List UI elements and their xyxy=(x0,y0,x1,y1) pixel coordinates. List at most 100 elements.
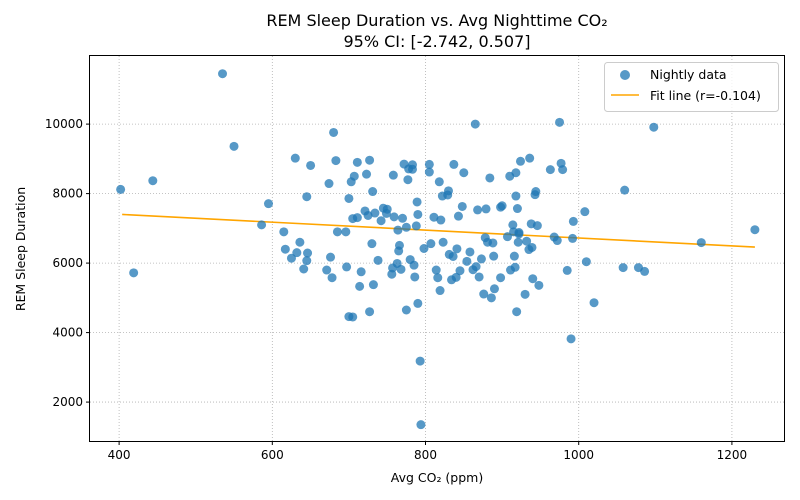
data-point xyxy=(438,237,448,247)
data-point xyxy=(470,119,480,129)
data-point xyxy=(352,213,362,223)
data-point xyxy=(286,253,296,263)
data-point xyxy=(451,272,461,282)
data-point xyxy=(589,298,599,308)
data-point xyxy=(401,305,411,315)
data-point xyxy=(431,265,441,275)
chart-subtitle: 95% CI: [-2.742, 0.507] xyxy=(343,32,530,51)
data-point xyxy=(116,184,126,194)
data-point xyxy=(424,159,434,169)
data-point xyxy=(331,156,341,166)
data-point xyxy=(403,175,413,185)
y-tick-label: 2000 xyxy=(52,395,83,409)
data-point xyxy=(411,221,421,231)
data-point xyxy=(555,117,565,127)
data-point xyxy=(479,289,489,299)
data-point xyxy=(370,208,380,218)
data-point xyxy=(348,312,358,322)
data-point xyxy=(568,233,578,243)
data-point xyxy=(326,252,336,262)
data-point xyxy=(696,238,706,248)
data-point xyxy=(382,204,392,214)
data-point xyxy=(327,273,337,283)
data-point xyxy=(349,171,359,181)
data-point xyxy=(528,274,538,284)
data-point xyxy=(566,334,576,344)
data-point xyxy=(401,222,411,232)
data-point xyxy=(409,260,419,270)
data-point xyxy=(393,225,403,235)
data-point xyxy=(545,165,555,175)
legend-label-nightly: Nightly data xyxy=(650,67,727,82)
data-point xyxy=(257,220,267,230)
data-point xyxy=(352,157,362,167)
data-point xyxy=(426,239,436,249)
data-point xyxy=(290,153,300,163)
y-tick-label: 10000 xyxy=(45,117,83,131)
data-point xyxy=(512,204,522,214)
data-point xyxy=(302,256,312,266)
x-tick-label: 1200 xyxy=(717,448,748,462)
data-point xyxy=(474,272,484,282)
data-point xyxy=(398,213,408,223)
x-axis-ticks: 400 600 800 1000 1200 xyxy=(108,441,748,462)
data-point xyxy=(279,227,289,237)
data-point xyxy=(363,210,373,220)
data-point xyxy=(453,211,463,221)
x-tick-label: 1000 xyxy=(563,448,594,462)
data-point xyxy=(488,238,498,248)
data-point xyxy=(568,216,578,226)
data-point xyxy=(344,193,354,203)
data-point xyxy=(508,220,518,230)
data-point xyxy=(218,69,228,79)
data-point xyxy=(497,201,507,211)
data-points xyxy=(116,69,760,430)
data-point xyxy=(435,286,445,296)
legend: Nightly data Fit line (r=-0.104) xyxy=(604,62,779,112)
data-point xyxy=(527,242,537,252)
data-point xyxy=(302,192,312,202)
data-point xyxy=(511,168,521,178)
data-point xyxy=(324,179,334,189)
legend-box xyxy=(604,62,779,112)
data-point xyxy=(476,254,486,264)
data-point xyxy=(512,307,522,317)
data-point xyxy=(443,186,453,196)
data-point xyxy=(396,264,406,274)
data-point xyxy=(513,237,523,247)
data-point xyxy=(511,191,521,201)
data-point xyxy=(413,209,423,219)
data-point xyxy=(388,170,398,180)
y-axis-label: REM Sleep Duration xyxy=(13,187,28,311)
data-point xyxy=(534,280,544,290)
data-point xyxy=(129,268,139,278)
data-point xyxy=(455,266,465,276)
data-point xyxy=(649,122,659,132)
data-point xyxy=(581,257,591,267)
data-point xyxy=(473,205,483,215)
y-tick-label: 8000 xyxy=(52,187,83,201)
data-point xyxy=(434,177,444,187)
data-point xyxy=(306,160,316,170)
data-point xyxy=(410,272,420,282)
data-point xyxy=(148,176,158,186)
data-point xyxy=(367,239,377,249)
data-point xyxy=(413,298,423,308)
data-point xyxy=(416,420,426,430)
data-point xyxy=(552,236,562,246)
data-point xyxy=(750,225,760,235)
data-point xyxy=(462,256,472,266)
y-axis-ticks: 2000 4000 6000 8000 10000 xyxy=(45,117,90,409)
data-point xyxy=(520,289,530,299)
data-point xyxy=(452,244,462,254)
data-point xyxy=(332,227,342,237)
data-point xyxy=(525,153,535,163)
data-point xyxy=(295,237,305,247)
data-point xyxy=(580,207,590,217)
data-point xyxy=(531,187,541,197)
data-point xyxy=(515,156,525,166)
x-axis-label: Avg CO₂ (ppm) xyxy=(391,470,483,485)
data-point xyxy=(389,212,399,222)
y-tick-label: 6000 xyxy=(52,256,83,270)
data-point xyxy=(412,197,422,207)
